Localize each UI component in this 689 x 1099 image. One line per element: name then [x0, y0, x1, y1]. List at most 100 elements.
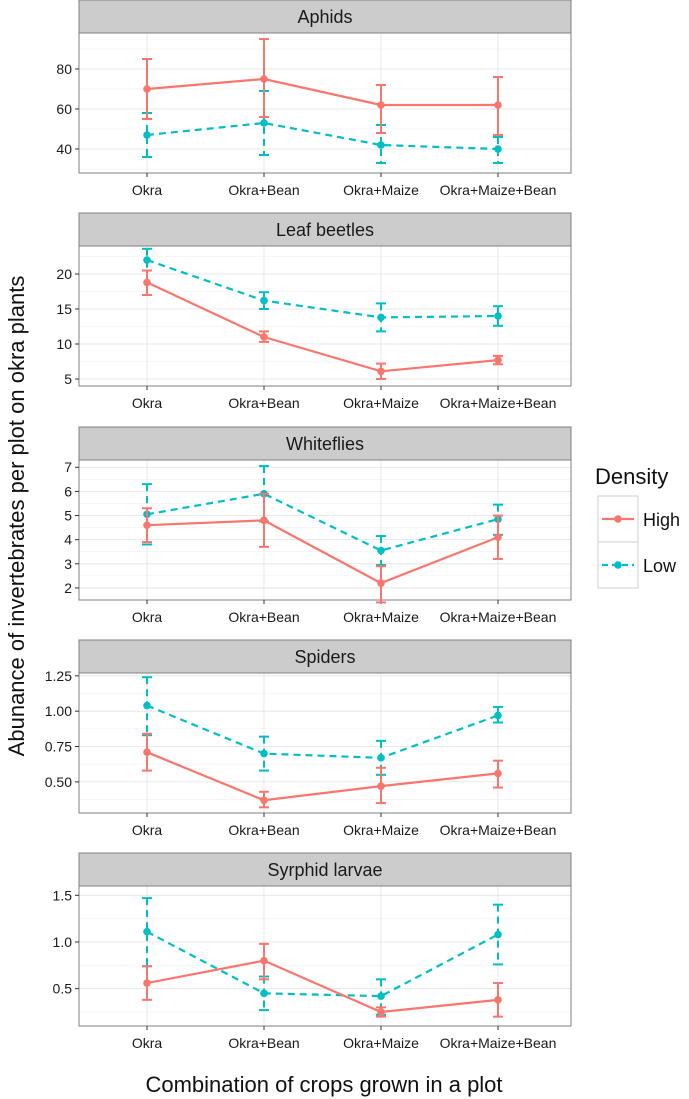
facet-panels: Aphids 40 60 80 Okra Okra+Bean Okra+Maize Okra+… [45, 0, 572, 1051]
data-point [260, 796, 268, 805]
data-point [377, 367, 385, 376]
strip-background [78, 852, 572, 887]
data-point [377, 101, 385, 109]
x-tick-label: Okra+Maize+Bean [440, 1035, 557, 1051]
data-point [494, 145, 502, 153]
plot-background [79, 460, 571, 600]
data-point [260, 516, 268, 525]
y-tick-label: 0.75 [45, 739, 72, 755]
series-high [142, 38, 503, 136]
data-point [143, 85, 151, 93]
strip-background [78, 639, 572, 674]
data-point [260, 333, 268, 341]
data-point [494, 356, 502, 364]
data-point [494, 533, 502, 542]
strip-background [78, 212, 572, 247]
series-line [146, 751, 499, 802]
y-tick-label: 2 [64, 580, 72, 596]
x-tick-label: Okra+Maize [343, 1035, 419, 1051]
x-tick-label: Okra+Maize+Bean [440, 182, 557, 198]
y-tick-label: 5 [64, 371, 72, 387]
data-point [377, 754, 385, 762]
panel-title: Spiders [294, 647, 355, 667]
legend-key-point [614, 515, 622, 523]
legend-item-low: Low [597, 541, 677, 589]
series-line [146, 519, 499, 585]
panel-title: Syrphid larvae [267, 860, 382, 880]
panel-title: Whiteflies [286, 434, 364, 454]
data-point [260, 75, 268, 83]
plot-border [78, 245, 572, 387]
series-low [142, 897, 503, 1016]
legend-key-point [614, 561, 622, 569]
x-tick-label: Okra+Bean [228, 182, 299, 198]
data-point [494, 711, 502, 720]
data-point [143, 748, 151, 756]
x-tick-label: Okra+Maize [343, 609, 419, 625]
plot-border [78, 672, 572, 814]
data-point [143, 256, 151, 264]
y-tick-label: 0.5 [53, 981, 73, 997]
y-tick-label: 10 [56, 336, 72, 352]
data-point [494, 996, 502, 1004]
y-tick-label: 7 [64, 459, 72, 475]
series-low [142, 676, 503, 776]
data-point [260, 296, 268, 305]
data-point [143, 979, 151, 987]
data-point [494, 769, 502, 778]
series-line [146, 77, 498, 107]
series-high [142, 942, 503, 1018]
y-axis-title: Abunance of invertebrates per plot on ok… [4, 276, 29, 757]
x-tick-label: Okra+Bean [228, 609, 299, 625]
y-tick-label: 6 [64, 483, 72, 499]
series-high [142, 492, 503, 604]
panel-whiteflies: Whiteflies 2 3 4 5 6 7 Okra Okra+Bean Okra+Maize O… [64, 426, 572, 625]
y-tick-label: 1.0 [53, 934, 73, 950]
data-point [143, 131, 151, 139]
x-tick-label: Okra+Maize+Bean [440, 609, 557, 625]
y-tick-label: 4 [64, 532, 72, 548]
series-high [142, 732, 503, 809]
x-tick-label: Okra [132, 1035, 163, 1051]
data-point [377, 1008, 385, 1016]
plot-border [78, 885, 572, 1027]
legend: High Low [597, 495, 680, 589]
plot-border [78, 459, 572, 601]
data-point [143, 701, 151, 710]
data-point [260, 956, 268, 965]
plot-background [79, 673, 571, 813]
panel-title: Leaf beetles [276, 220, 374, 240]
y-tick-label: 3 [64, 556, 72, 572]
error-bar [493, 305, 503, 327]
series-line [146, 704, 499, 759]
y-tick-label: 20 [56, 266, 72, 282]
data-point [377, 992, 385, 1000]
data-point [143, 521, 151, 529]
x-tick-label: Okra+Maize+Bean [440, 822, 557, 838]
data-point [377, 579, 385, 587]
y-tick-label: 1.5 [53, 887, 73, 903]
x-tick-label: Okra+Bean [228, 395, 299, 411]
panel-aphids: Aphids 40 60 80 Okra Okra+Bean Okra+Maize Okra+… [56, 0, 572, 198]
legend-label: High [643, 510, 680, 530]
legend-item-high: High [597, 495, 680, 543]
data-point [143, 278, 151, 287]
plot-background [79, 886, 571, 1026]
y-tick-label: 1.25 [45, 668, 72, 684]
y-tick-label: 0.50 [45, 774, 72, 790]
data-point [494, 930, 502, 939]
x-tick-label: Okra [132, 182, 163, 198]
data-point [494, 312, 502, 320]
x-tick-label: Okra+Maize+Bean [440, 395, 557, 411]
series-line [146, 258, 499, 319]
y-tick-label: 60 [56, 101, 72, 117]
data-point [377, 546, 385, 555]
x-tick-label: Okra+Maize [343, 822, 419, 838]
series-line [146, 959, 499, 1014]
series-line [146, 492, 499, 552]
plot-border [78, 32, 572, 174]
y-tick-label: 15 [56, 301, 72, 317]
x-tick-label: Okra+Bean [228, 1035, 299, 1051]
error-bar [259, 291, 269, 310]
